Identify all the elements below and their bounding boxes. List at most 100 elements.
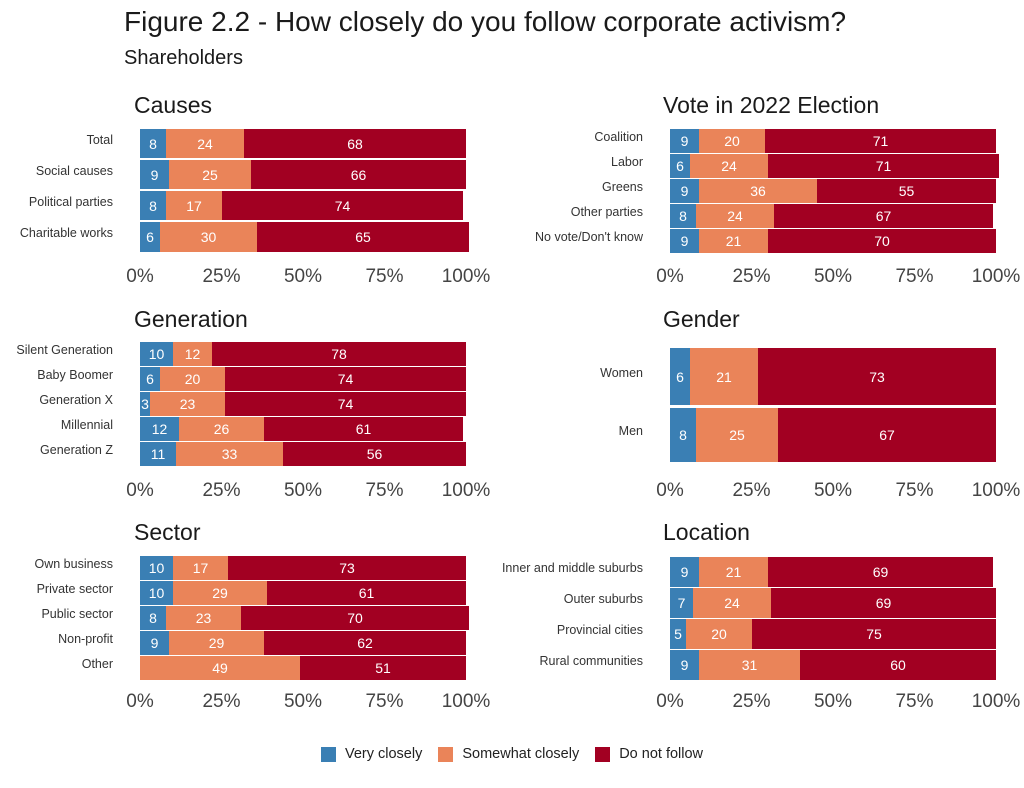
bar-gender-men-do-not-follow <box>778 408 996 462</box>
bar-causes-political-parties-somewhat-closely <box>166 191 222 220</box>
category-label-generation-millennial: Millennial <box>60 418 113 432</box>
legend-label-very-closely: Very closely <box>344 746 423 762</box>
category-label-generation-generation-z: Generation Z <box>40 443 113 457</box>
panel-title-gender: Gender <box>663 306 740 332</box>
bar-generation-silent-generation-somewhat-closely <box>173 342 212 366</box>
bar-vote-in-2022-election-other-parties-do-not-follow <box>774 204 993 228</box>
bar-gender-men-somewhat-closely <box>696 408 778 462</box>
bar-generation-silent-generation-very-closely <box>140 342 173 366</box>
legend-swatch-somewhat-closely <box>438 746 454 762</box>
bar-vote-in-2022-election-no-vote-don-t-know-somewhat-closely <box>699 229 768 253</box>
bar-location-outer-suburbs-very-closely <box>670 588 693 618</box>
bar-causes-charitable-works-somewhat-closely <box>160 222 257 252</box>
category-label-gender-women: Women <box>600 365 643 380</box>
bar-causes-social-causes-somewhat-closely <box>169 160 251 189</box>
panel-title-location: Location <box>663 519 750 545</box>
x-tick-label-generation-75: 75% <box>365 480 404 501</box>
bar-vote-in-2022-election-coalition-somewhat-closely <box>699 129 765 153</box>
category-label-location-provincial-cities: Provincial cities <box>556 623 643 637</box>
x-tick-label-causes-75: 75% <box>365 266 404 287</box>
bar-location-inner-and-middle-suburbs-do-not-follow <box>768 557 993 587</box>
bar-sector-non-profit-very-closely <box>140 631 169 655</box>
x-tick-label-vote-in-2022-election-0: 0% <box>656 266 684 287</box>
bar-vote-in-2022-election-coalition-very-closely <box>670 129 699 153</box>
x-tick-label-vote-in-2022-election-75: 75% <box>895 266 934 287</box>
legend-label-do-not-follow: Do not follow <box>619 746 704 762</box>
x-tick-label-location-75: 75% <box>895 691 934 712</box>
bar-vote-in-2022-election-greens-very-closely <box>670 179 699 203</box>
bar-causes-charitable-works-do-not-follow <box>257 222 469 252</box>
x-tick-label-causes-100: 100% <box>441 266 491 287</box>
x-tick-label-causes-0: 0% <box>126 266 154 287</box>
x-tick-label-generation-25: 25% <box>202 480 241 501</box>
bar-causes-political-parties-do-not-follow <box>222 191 463 220</box>
bar-sector-private-sector-do-not-follow <box>267 581 466 605</box>
bar-vote-in-2022-election-labor-do-not-follow <box>768 154 999 178</box>
bar-location-outer-suburbs-do-not-follow <box>771 588 996 618</box>
category-label-location-rural-communities: Rural communities <box>539 654 643 668</box>
bar-generation-generation-x-somewhat-closely <box>150 392 225 416</box>
category-label-generation-generation-x: Generation X <box>39 393 113 407</box>
bar-causes-total-very-closely <box>140 129 166 158</box>
bar-sector-non-profit-somewhat-closely <box>169 631 264 655</box>
legend-item-very-closely: Very closely <box>320 746 423 762</box>
legend-label-somewhat-closely: Somewhat closely <box>462 746 580 762</box>
x-tick-label-location-50: 50% <box>813 691 853 712</box>
category-label-vote-in-2022-election-other-parties: Other parties <box>570 205 643 219</box>
bar-generation-generation-z-somewhat-closely <box>176 442 283 466</box>
category-label-causes-total: Total <box>86 132 113 147</box>
x-tick-label-location-100: 100% <box>971 691 1021 712</box>
bar-gender-women-do-not-follow <box>758 348 996 405</box>
bar-generation-millennial-somewhat-closely <box>179 417 264 441</box>
x-tick-label-gender-50: 50% <box>813 480 853 501</box>
category-label-vote-in-2022-election-coalition: Coalition <box>594 130 643 144</box>
bar-generation-millennial-do-not-follow <box>264 417 463 441</box>
bar-vote-in-2022-election-other-parties-somewhat-closely <box>696 204 774 228</box>
bar-causes-social-causes-very-closely <box>140 160 169 189</box>
x-tick-label-sector-50: 50% <box>283 691 323 712</box>
x-tick-label-vote-in-2022-election-25: 25% <box>732 266 771 287</box>
bar-generation-baby-boomer-very-closely <box>140 367 160 391</box>
bar-causes-total-do-not-follow <box>244 129 466 158</box>
x-tick-label-causes-50: 50% <box>283 266 323 287</box>
bar-generation-baby-boomer-somewhat-closely <box>160 367 225 391</box>
bar-location-rural-communities-do-not-follow <box>800 650 996 680</box>
legend-swatch-very-closely <box>320 746 336 762</box>
bar-gender-women-somewhat-closely <box>690 348 758 405</box>
x-tick-label-generation-0: 0% <box>126 480 154 501</box>
x-tick-label-location-25: 25% <box>732 691 771 712</box>
bar-sector-private-sector-very-closely <box>140 581 173 605</box>
category-label-causes-charitable-works: Charitable works <box>19 226 113 240</box>
x-tick-label-vote-in-2022-election-100: 100% <box>971 266 1021 287</box>
category-label-sector-own-business: Own business <box>34 557 113 571</box>
bar-vote-in-2022-election-no-vote-don-t-know-do-not-follow <box>768 229 996 253</box>
bar-location-inner-and-middle-suburbs-somewhat-closely <box>699 557 768 587</box>
bar-sector-other-somewhat-closely <box>140 656 300 680</box>
x-tick-label-vote-in-2022-election-50: 50% <box>813 266 853 287</box>
figure-subtitle: Shareholders <box>124 47 243 69</box>
category-label-location-outer-suburbs: Outer suburbs <box>563 592 643 606</box>
bar-location-outer-suburbs-somewhat-closely <box>693 588 771 618</box>
bar-sector-non-profit-do-not-follow <box>264 631 466 655</box>
bar-vote-in-2022-election-greens-do-not-follow <box>817 179 996 203</box>
panel-title-causes: Causes <box>134 92 212 118</box>
bar-location-inner-and-middle-suburbs-very-closely <box>670 557 699 587</box>
x-tick-label-sector-0: 0% <box>126 691 154 712</box>
x-tick-label-sector-25: 25% <box>202 691 241 712</box>
bar-vote-in-2022-election-other-parties-very-closely <box>670 204 696 228</box>
legend-item-do-not-follow: Do not follow <box>595 746 703 762</box>
bar-location-rural-communities-somewhat-closely <box>699 650 800 680</box>
panel-title-sector: Sector <box>134 519 201 545</box>
bar-sector-private-sector-somewhat-closely <box>173 581 267 605</box>
category-label-vote-in-2022-election-greens: Greens <box>602 180 643 194</box>
x-tick-label-gender-75: 75% <box>895 480 934 501</box>
x-tick-label-gender-100: 100% <box>971 480 1021 501</box>
category-label-sector-other: Other <box>81 657 113 671</box>
bar-sector-other-do-not-follow <box>300 656 466 680</box>
x-tick-label-location-0: 0% <box>656 691 684 712</box>
legend: Very closely Somewhat closely Do not fol… <box>0 746 1024 762</box>
panel-title-vote-in-2022-election: Vote in 2022 Election <box>663 92 880 118</box>
bar-causes-social-causes-do-not-follow <box>251 160 466 189</box>
bar-causes-total-somewhat-closely <box>166 129 244 158</box>
category-label-location-inner-and-middle-suburbs: Inner and middle suburbs <box>501 561 643 575</box>
